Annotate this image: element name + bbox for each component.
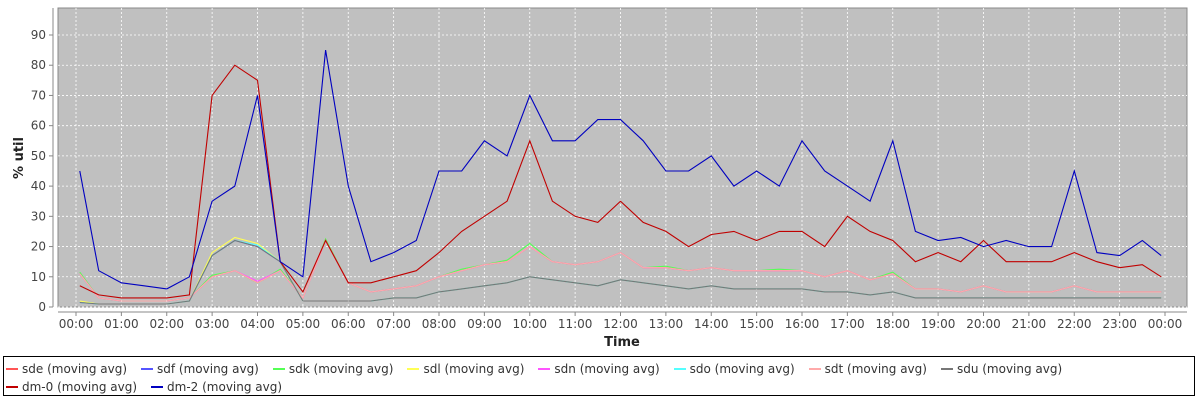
x-tick-label: 06:00 xyxy=(331,317,366,331)
legend-label: sdl (moving avg) xyxy=(423,362,525,376)
y-tick-label: 60 xyxy=(31,119,46,133)
x-ticks: 00:00 01:00 02:00 03:00 04:00 05:00 06:00 07:00… xyxy=(59,312,1183,331)
x-tick-label: 00:00 xyxy=(1148,317,1183,331)
y-tick-label: 80 xyxy=(31,58,46,72)
chart: 0 10 20 30 40 50 60 70 80 90 00:00 01:00 02:00 03:00… xyxy=(12,7,1188,350)
x-tick-label: 12:00 xyxy=(603,317,638,331)
x-tick-label: 11:00 xyxy=(558,317,593,331)
y-tick-label: 30 xyxy=(31,209,46,223)
x-tick-label: 01:00 xyxy=(104,317,139,331)
legend: sde (moving avg) sdf (moving avg) sdk (mov… xyxy=(3,356,1195,396)
x-tick-label: 13:00 xyxy=(649,317,684,331)
x-tick-label: 08:00 xyxy=(422,317,457,331)
x-tick-label: 21:00 xyxy=(1012,317,1047,331)
y-tick-label: 10 xyxy=(31,270,46,284)
legend-item: sdt (moving avg) xyxy=(808,360,927,378)
y-tick-label: 50 xyxy=(31,149,46,163)
legend-swatch xyxy=(673,368,686,370)
x-tick-label: 20:00 xyxy=(966,317,1001,331)
y-tick-label: 40 xyxy=(31,179,46,193)
legend-swatch xyxy=(151,386,164,388)
legend-item: sdk (moving avg) xyxy=(272,360,394,378)
x-tick-label: 14:00 xyxy=(694,317,729,331)
legend-swatch xyxy=(6,368,18,370)
x-tick-label: 09:00 xyxy=(467,317,502,331)
series-lines xyxy=(79,50,1162,305)
legend-item: sde (moving avg) xyxy=(6,360,127,378)
x-tick-label: 00:00 xyxy=(59,317,94,331)
grid xyxy=(58,8,1187,308)
legend-swatch xyxy=(6,386,18,388)
y-tick-label: 0 xyxy=(38,300,46,314)
legend-item: sdl (moving avg) xyxy=(407,360,524,378)
legend-swatch xyxy=(141,368,154,370)
x-tick-label: 05:00 xyxy=(286,317,321,331)
x-tick-label: 19:00 xyxy=(921,317,956,331)
legend-item: sdu (moving avg) xyxy=(940,360,1063,378)
legend-label: sdk (moving avg) xyxy=(288,362,394,376)
x-tick-label: 03:00 xyxy=(195,317,230,331)
legend-item: sdf (moving avg) xyxy=(141,360,259,378)
y-tick-label: 90 xyxy=(31,28,46,42)
legend-label: sdo (moving avg) xyxy=(689,362,795,376)
plot-area xyxy=(57,7,1188,308)
x-tick-label: 07:00 xyxy=(376,317,411,331)
x-tick-label: 16:00 xyxy=(785,317,820,331)
series-line-sdu xyxy=(79,239,1162,305)
x-tick-label: 02:00 xyxy=(149,317,184,331)
x-tick-label: 15:00 xyxy=(739,317,774,331)
series-line-dm-2 xyxy=(79,50,1162,290)
y-ticks: 0 10 20 30 40 50 60 70 80 90 xyxy=(31,28,53,314)
legend-item: dm-2 (moving avg) xyxy=(151,378,282,396)
y-tick-label: 20 xyxy=(31,240,46,254)
x-tick-label: 10:00 xyxy=(512,317,547,331)
series-line-sdt xyxy=(79,239,1162,302)
series-line-dm-0 xyxy=(79,64,1162,299)
legend-label: sde (moving avg) xyxy=(22,362,128,376)
legend-swatch xyxy=(808,368,821,370)
legend-item: sdn (moving avg) xyxy=(538,360,660,378)
y-axis-title: % util xyxy=(12,137,27,179)
legend-label: dm-0 (moving avg) xyxy=(22,380,138,394)
legend-label: sdt (moving avg) xyxy=(824,362,927,376)
legend-swatch xyxy=(538,368,551,370)
legend-item: sdo (moving avg) xyxy=(673,360,795,378)
x-axis-title: Time xyxy=(604,335,640,350)
legend-swatch xyxy=(272,368,285,370)
x-tick-label: 18:00 xyxy=(875,317,910,331)
y-tick-label: 70 xyxy=(31,88,46,102)
legend-label: sdn (moving avg) xyxy=(554,362,660,376)
legend-label: sdf (moving avg) xyxy=(157,362,259,376)
legend-swatch xyxy=(940,368,953,370)
x-tick-label: 04:00 xyxy=(240,317,275,331)
legend-item: dm-0 (moving avg) xyxy=(6,378,137,396)
legend-label: sdu (moving avg) xyxy=(956,362,1063,376)
x-tick-label: 22:00 xyxy=(1057,317,1092,331)
x-tick-label: 23:00 xyxy=(1102,317,1137,331)
legend-label: dm-2 (moving avg) xyxy=(167,380,283,394)
legend-swatch xyxy=(407,368,420,370)
x-tick-label: 17:00 xyxy=(830,317,865,331)
